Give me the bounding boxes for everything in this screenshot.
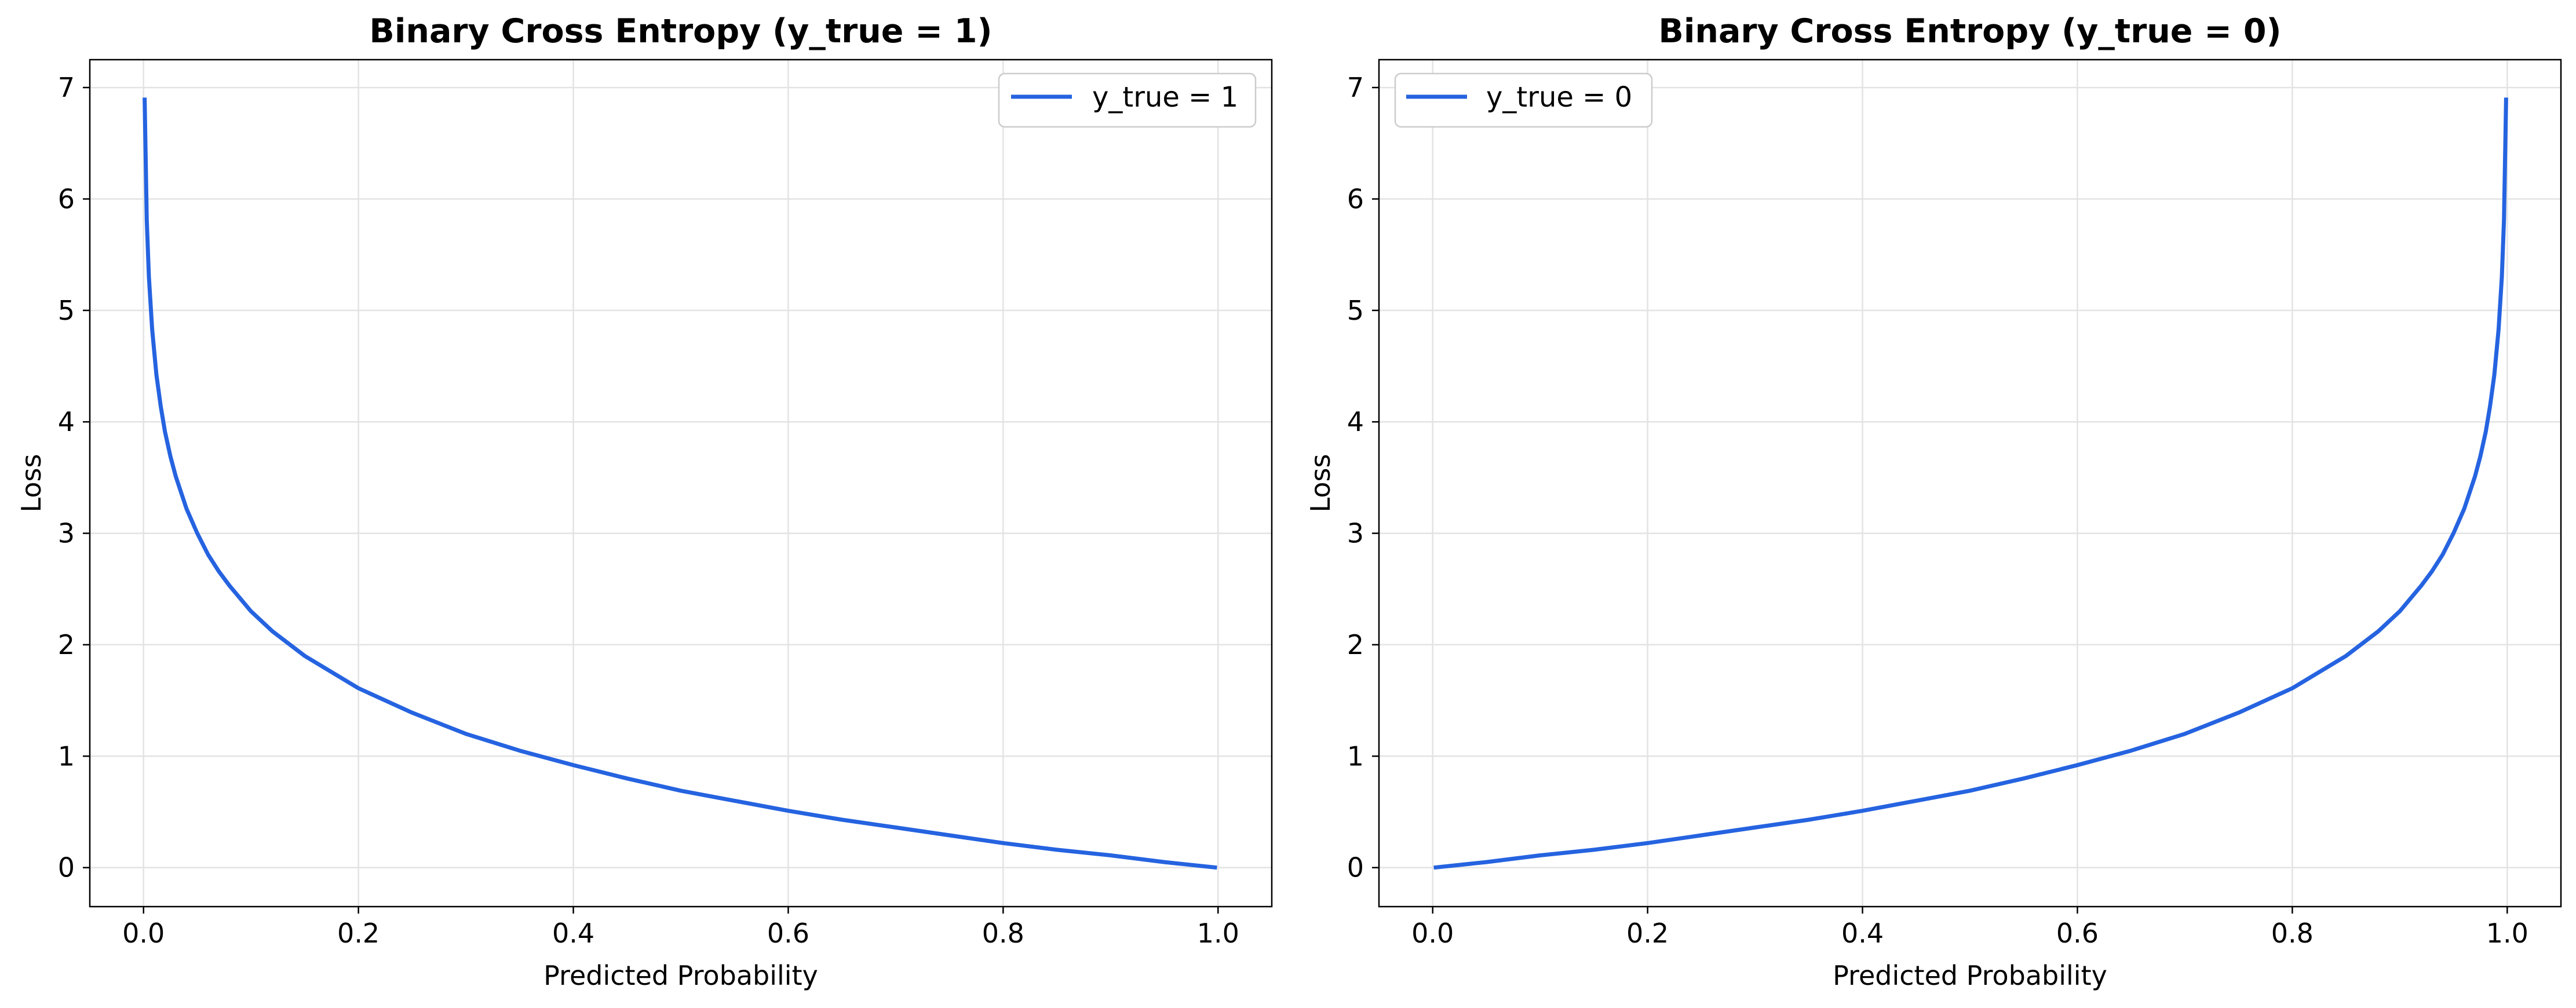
x-tick-label: 0.6	[767, 918, 809, 949]
y-axis-ticks: 0 1 2 3 4 5 6 7	[58, 72, 90, 883]
chart-title: Binary Cross Entropy (y_true = 1)	[369, 12, 992, 50]
x-axis-label: Predicted Probability	[1833, 960, 2107, 991]
x-tick-label: 0.2	[1626, 918, 1669, 949]
x-tick-label: 0.0	[122, 918, 165, 949]
y-tick-label: 4	[1347, 406, 1364, 437]
y-tick-label: 2	[1347, 629, 1364, 660]
x-tick-label: 0.2	[337, 918, 380, 949]
x-tick-label: 0.4	[1841, 918, 1884, 949]
y-tick-label: 4	[58, 406, 75, 437]
y-axis-label: Loss	[1305, 454, 1336, 513]
y-tick-label: 3	[58, 518, 75, 549]
y-tick-label: 1	[1347, 740, 1364, 772]
x-axis-label: Predicted Probability	[543, 960, 818, 991]
y-tick-label: 6	[58, 183, 75, 214]
series-line	[143, 97, 1217, 870]
chart-panel-right: Binary Cross Entropy (y_true = 0) 0.0 0.2…	[1305, 12, 2562, 991]
chart-panel-left: Binary Cross Entropy (y_true = 1) 0.0 0.2…	[16, 12, 1273, 991]
legend: y_true = 0	[1394, 72, 1653, 128]
legend-label: y_true = 0	[1486, 81, 1632, 114]
chart-title: Binary Cross Entropy (y_true = 0)	[1658, 12, 2281, 50]
y-tick-label: 7	[1347, 72, 1364, 103]
x-axis-ticks: 0.0 0.2 0.4 0.6 0.8 1.0	[122, 907, 1239, 949]
plot-lines	[143, 97, 1217, 870]
plot-lines	[1433, 97, 2508, 870]
y-tick-label: 7	[58, 72, 75, 103]
legend-box	[1394, 72, 1653, 128]
x-tick-label: 1.0	[2486, 918, 2528, 949]
y-tick-label: 5	[58, 295, 75, 326]
y-tick-label: 5	[1347, 295, 1364, 326]
x-axis-ticks: 0.0 0.2 0.4 0.6 0.8 1.0	[1411, 907, 2528, 949]
x-tick-label: 0.8	[982, 918, 1024, 949]
x-tick-label: 1.0	[1197, 918, 1239, 949]
x-tick-label: 0.4	[552, 918, 594, 949]
y-axis-ticks: 0 1 2 3 4 5 6 7	[1347, 72, 1379, 883]
y-tick-label: 0	[1347, 852, 1364, 883]
axes-frame	[1378, 59, 2562, 908]
y-tick-label: 2	[58, 629, 75, 660]
y-tick-label: 0	[58, 852, 75, 883]
legend-box	[998, 72, 1257, 128]
axes-frame	[89, 59, 1273, 908]
legend: y_true = 1	[998, 72, 1257, 128]
series-line	[1433, 97, 2508, 870]
x-tick-label: 0.8	[2271, 918, 2314, 949]
y-tick-label: 1	[58, 740, 75, 772]
x-tick-label: 0.0	[1411, 918, 1454, 949]
y-tick-label: 6	[1347, 183, 1364, 214]
y-axis-label: Loss	[16, 454, 47, 513]
legend-label: y_true = 1	[1092, 81, 1238, 114]
x-tick-label: 0.6	[2056, 918, 2099, 949]
y-tick-label: 3	[1347, 518, 1364, 549]
